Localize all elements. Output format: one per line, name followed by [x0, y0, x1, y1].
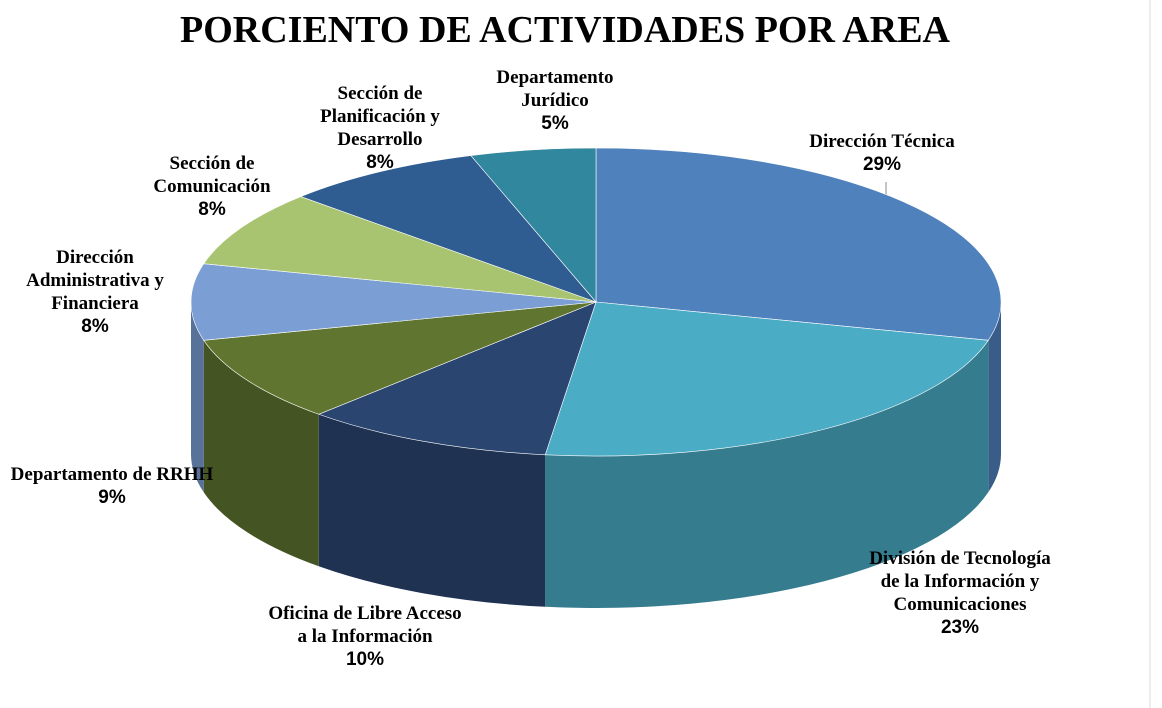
category-name: Oficina de Libre Acceso a la Información	[268, 603, 462, 647]
category-name: Sección de Comunicación	[153, 153, 271, 197]
slice-label: Departamento de RRHH 9%	[5, 463, 220, 509]
category-name: División de Tecnología de la Información…	[869, 548, 1051, 615]
slice-label: Sección de Comunicación 8%	[130, 152, 295, 221]
value-label: 8%	[81, 316, 109, 337]
slice-side	[318, 414, 546, 607]
slice-label: Oficina de Libre Acceso a la Información…	[265, 602, 465, 671]
slice	[299, 155, 597, 303]
slice-side	[988, 302, 1001, 493]
slice-label: Departamento Jurídico 5%	[485, 66, 625, 135]
value-label: 23%	[940, 617, 980, 638]
slice	[595, 147, 1002, 341]
slice	[190, 263, 597, 341]
slice-side	[191, 302, 204, 493]
slice-side	[203, 340, 319, 567]
slice	[544, 301, 989, 457]
value-label: 8%	[366, 152, 394, 173]
category-name: Sección de Planificación y Desarrollo	[320, 83, 440, 150]
category-name: Dirección Administrativa y Financiera	[26, 247, 164, 314]
slice	[470, 147, 597, 303]
slice	[203, 196, 597, 303]
value-label: 29%	[862, 154, 902, 175]
value-label: 8%	[198, 199, 226, 220]
slice-label: Dirección Técnica 29%	[767, 130, 997, 176]
slice	[203, 301, 597, 415]
slice-label: División de Tecnología de la Información…	[860, 547, 1060, 639]
value-label: 5%	[541, 113, 569, 134]
value-label: 10%	[345, 649, 385, 670]
slice-side	[545, 340, 989, 608]
slice-label: Dirección Administrativa y Financiera 8%	[3, 246, 188, 338]
category-name: Dirección Técnica	[809, 131, 955, 152]
category-name: Departamento Jurídico	[496, 67, 614, 111]
value-label: 9%	[98, 487, 126, 508]
category-name: Departamento de RRHH	[10, 464, 214, 485]
slice-label: Sección de Planificación y Desarrollo 8%	[293, 82, 468, 174]
slice	[317, 301, 597, 456]
chart-title: PORCIENTO DE ACTIVIDADES POR AREA	[180, 9, 950, 51]
